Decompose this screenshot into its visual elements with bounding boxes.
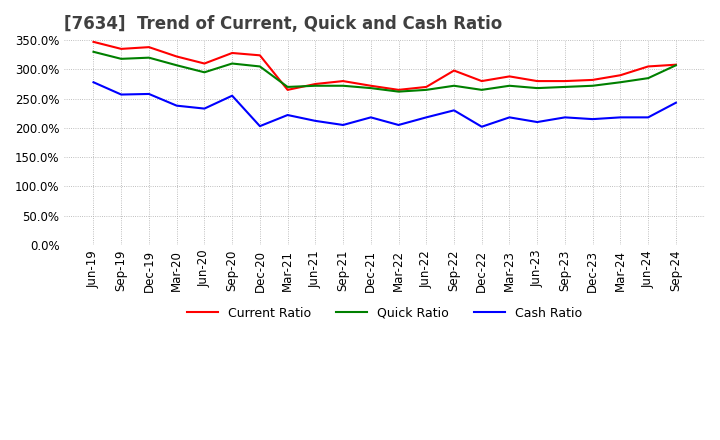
Quick Ratio — [366, 85, 375, 91]
Current Ratio — [200, 61, 209, 66]
Cash Ratio — [283, 112, 292, 117]
Line: Current Ratio: Current Ratio — [94, 42, 676, 90]
Cash Ratio — [117, 92, 125, 97]
Current Ratio — [672, 62, 680, 67]
Cash Ratio — [588, 117, 597, 122]
Quick Ratio — [588, 83, 597, 88]
Cash Ratio — [89, 80, 98, 85]
Cash Ratio — [200, 106, 209, 111]
Legend: Current Ratio, Quick Ratio, Cash Ratio: Current Ratio, Quick Ratio, Cash Ratio — [182, 302, 588, 325]
Current Ratio — [422, 84, 431, 90]
Current Ratio — [588, 77, 597, 83]
Current Ratio — [533, 78, 541, 84]
Cash Ratio — [644, 115, 652, 120]
Quick Ratio — [339, 83, 348, 88]
Cash Ratio — [311, 118, 320, 124]
Text: [7634]  Trend of Current, Quick and Cash Ratio: [7634] Trend of Current, Quick and Cash … — [64, 15, 503, 33]
Quick Ratio — [395, 89, 403, 94]
Cash Ratio — [339, 122, 348, 128]
Quick Ratio — [283, 84, 292, 90]
Quick Ratio — [117, 56, 125, 62]
Cash Ratio — [477, 124, 486, 129]
Quick Ratio — [422, 87, 431, 92]
Cash Ratio — [145, 92, 153, 97]
Current Ratio — [228, 50, 236, 55]
Current Ratio — [505, 74, 514, 79]
Cash Ratio — [672, 100, 680, 105]
Line: Quick Ratio: Quick Ratio — [94, 52, 676, 92]
Quick Ratio — [561, 84, 570, 90]
Current Ratio — [561, 78, 570, 84]
Line: Cash Ratio: Cash Ratio — [94, 82, 676, 127]
Current Ratio — [311, 81, 320, 87]
Quick Ratio — [89, 49, 98, 55]
Cash Ratio — [228, 93, 236, 99]
Cash Ratio — [366, 115, 375, 120]
Current Ratio — [172, 54, 181, 59]
Quick Ratio — [450, 83, 459, 88]
Current Ratio — [395, 87, 403, 92]
Quick Ratio — [616, 80, 625, 85]
Quick Ratio — [505, 83, 514, 88]
Current Ratio — [616, 73, 625, 78]
Quick Ratio — [256, 64, 264, 69]
Quick Ratio — [145, 55, 153, 60]
Quick Ratio — [533, 85, 541, 91]
Cash Ratio — [395, 122, 403, 128]
Current Ratio — [477, 78, 486, 84]
Current Ratio — [644, 64, 652, 69]
Current Ratio — [256, 53, 264, 58]
Current Ratio — [450, 68, 459, 73]
Cash Ratio — [450, 108, 459, 113]
Cash Ratio — [505, 115, 514, 120]
Quick Ratio — [672, 62, 680, 68]
Cash Ratio — [533, 119, 541, 125]
Current Ratio — [339, 78, 348, 84]
Current Ratio — [283, 87, 292, 92]
Quick Ratio — [228, 61, 236, 66]
Current Ratio — [89, 39, 98, 44]
Quick Ratio — [172, 62, 181, 68]
Cash Ratio — [616, 115, 625, 120]
Quick Ratio — [311, 83, 320, 88]
Cash Ratio — [256, 124, 264, 129]
Cash Ratio — [172, 103, 181, 108]
Quick Ratio — [200, 70, 209, 75]
Quick Ratio — [644, 76, 652, 81]
Current Ratio — [366, 83, 375, 88]
Current Ratio — [145, 44, 153, 50]
Current Ratio — [117, 46, 125, 51]
Cash Ratio — [422, 115, 431, 120]
Quick Ratio — [477, 87, 486, 92]
Cash Ratio — [561, 115, 570, 120]
